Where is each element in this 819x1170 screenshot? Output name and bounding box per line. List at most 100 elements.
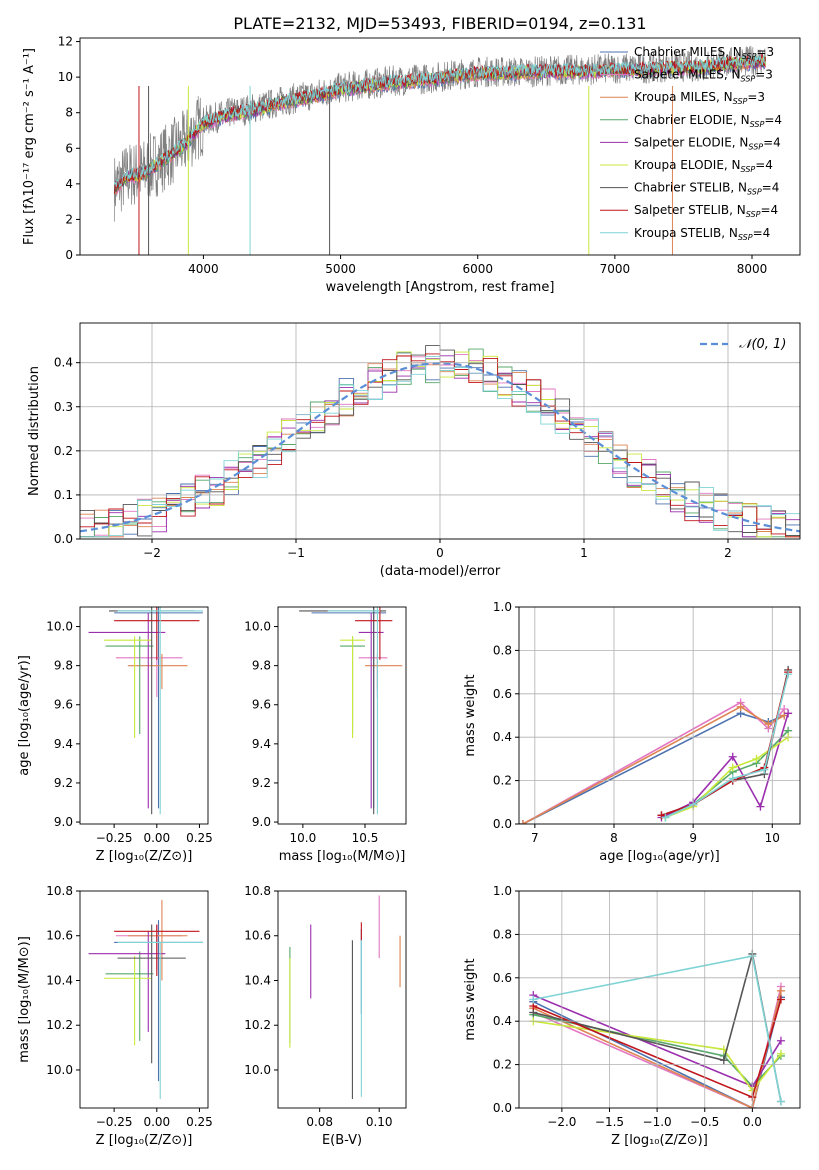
y-axis-label: Normed distribution (27, 366, 42, 496)
y-tick-label: 2 (65, 212, 73, 226)
chart-residuals: −2 −1 0 1 2 0.0 0.1 0.2 0.3 0.4 (data-model)/error… (27, 322, 801, 579)
x-axis-label: E(B-V) (322, 1133, 362, 1148)
y-tick-label: 0.8 (493, 643, 512, 657)
chart-age-vs-Z: −0.25 0.00 0.25 9.0 9.2 9.4 9.6 9.8 10.0 Z [log₁₀… (17, 606, 213, 864)
legend-label: Salpeter STELIB, NSSP=4 (634, 203, 778, 219)
y-tick-label: 9.4 (54, 737, 73, 751)
legend-label: Kroupa ELODIE, NSSP=4 (634, 158, 773, 174)
x-axis-label: (data-model)/error (380, 564, 501, 579)
x-tick-label: 0.25 (186, 831, 213, 845)
y-tick-label: 0.2 (493, 1058, 512, 1072)
x-axis-label: age [log₁₀(age/yr)] (599, 849, 720, 864)
x-tick-label: 1 (580, 546, 588, 560)
x-tick-label: 4000 (188, 262, 219, 276)
y-tick-label: 0.4 (493, 1014, 512, 1028)
legend-label: Chabrier MILES, NSSP=3 (634, 45, 774, 61)
weight-marker (784, 709, 793, 718)
y-tick-label: 0.4 (54, 356, 73, 370)
weight-marker (728, 752, 737, 761)
y-tick-label: 10.0 (244, 620, 271, 634)
x-tick-label: 0.00 (143, 1115, 170, 1129)
weight-marker (776, 1036, 785, 1045)
legend-label: Salpeter MILES, NSSP=3 (634, 68, 773, 84)
y-tick-label: 0.3 (54, 400, 73, 414)
y-tick-label: 6 (65, 141, 73, 155)
axes-frame (518, 606, 801, 825)
axes-frame (79, 37, 801, 256)
y-tick-label: 0.1 (54, 488, 73, 502)
weight-marker (728, 763, 737, 772)
x-tick-label: 0.10 (366, 1115, 393, 1129)
x-axis-label: wavelength [Angstrom, rest frame] (326, 280, 555, 295)
y-tick-label: 0.0 (54, 532, 73, 546)
weight-marker (776, 986, 785, 995)
legend-label: Kroupa STELIB, NSSP=4 (634, 226, 770, 242)
weight-marker (736, 702, 745, 711)
y-tick-label: 10.8 (46, 884, 73, 898)
weight-marker (661, 813, 670, 822)
y-tick-label: 9.0 (252, 815, 271, 829)
y-tick-label: 9.8 (54, 659, 73, 673)
y-tick-label: 0.2 (54, 444, 73, 458)
x-tick-label: −1.0 (643, 1115, 672, 1129)
x-tick-label: 10.0 (289, 831, 316, 845)
plot-area (519, 665, 793, 824)
y-tick-label: 1.0 (493, 600, 512, 614)
figure-title: PLATE=2132, MJD=53493, FIBERID=0194, z=0… (233, 14, 646, 33)
y-tick-label: 10.2 (244, 1018, 271, 1032)
x-tick-label: 0.08 (306, 1115, 333, 1129)
y-tick-label: 9.8 (252, 659, 271, 673)
plot-area (299, 607, 403, 815)
y-tick-label: 9.2 (54, 776, 73, 790)
plot-area (88, 899, 203, 1100)
x-tick-label: 7 (531, 831, 539, 845)
y-tick-label: 10.0 (244, 1063, 271, 1077)
y-axis-label: mass weight (463, 958, 478, 1040)
x-axis-label: Z [log₁₀(Z/Z⊙)] (96, 1133, 193, 1148)
x-tick-label: −1.5 (595, 1115, 624, 1129)
residual-histogram (80, 348, 800, 538)
legend-label: Chabrier STELIB, NSSP=4 (634, 181, 779, 197)
chart-mass-vs-Z: −0.25 0.00 0.25 10.0 10.2 10.4 10.6 10.8 Z [log₁… (17, 884, 213, 1148)
x-axis-label: mass [log₁₀(M/M⊙)] (279, 849, 406, 864)
y-axis-label: mass [log₁₀(M/M⊙)] (17, 936, 32, 1063)
chart-weight-vs-age: 7 8 9 10 0.0 0.2 0.4 0.6 0.8 1.0 age [log₁₀(age/yr… (463, 600, 801, 864)
x-tick-label: 7000 (600, 262, 631, 276)
y-tick-label: 0 (65, 248, 73, 262)
weight-marker (764, 720, 773, 729)
plot-area (88, 607, 203, 815)
weight-line (661, 669, 789, 817)
x-tick-label: 5000 (325, 262, 356, 276)
y-tick-label: 0.6 (493, 971, 512, 985)
axes-frame (277, 890, 407, 1109)
y-tick-label: 9.2 (252, 776, 271, 790)
y-tick-label: 10.4 (244, 973, 271, 987)
weight-line (665, 674, 789, 819)
weight-marker (760, 765, 769, 774)
legend: Chabrier MILES, NSSP=3 Salpeter MILES, NS… (600, 45, 782, 242)
model-spectrum-line (113, 54, 766, 188)
y-tick-label: 9.6 (54, 698, 73, 712)
legend-label: Kroupa MILES, NSSP=3 (634, 90, 765, 106)
y-tick-label: 1.0 (493, 884, 512, 898)
y-tick-label: 10.8 (244, 884, 271, 898)
y-tick-label: 9.6 (252, 698, 271, 712)
y-tick-label: 10.0 (46, 1063, 73, 1077)
x-tick-label: −0.25 (96, 1115, 133, 1129)
axes-frame (277, 606, 407, 825)
chart-spectrum: 4000 5000 6000 7000 8000 0 2 4 6 8 10 12 wavelength … (22, 35, 801, 295)
x-tick-label: 6000 (462, 262, 493, 276)
x-tick-label: −2 (143, 546, 161, 560)
y-tick-label: 0.4 (493, 730, 512, 744)
y-tick-label: 8 (65, 106, 73, 120)
weight-marker (776, 1097, 785, 1106)
weight-marker (756, 802, 765, 811)
x-tick-label: 10.5 (352, 831, 379, 845)
x-tick-label: −2.0 (547, 1115, 576, 1129)
weight-marker (519, 820, 527, 824)
weight-marker (776, 995, 785, 1004)
weight-line (522, 705, 785, 824)
legend-label: Chabrier ELODIE, NSSP=4 (634, 113, 782, 129)
y-tick-label: 0.0 (493, 1101, 512, 1115)
